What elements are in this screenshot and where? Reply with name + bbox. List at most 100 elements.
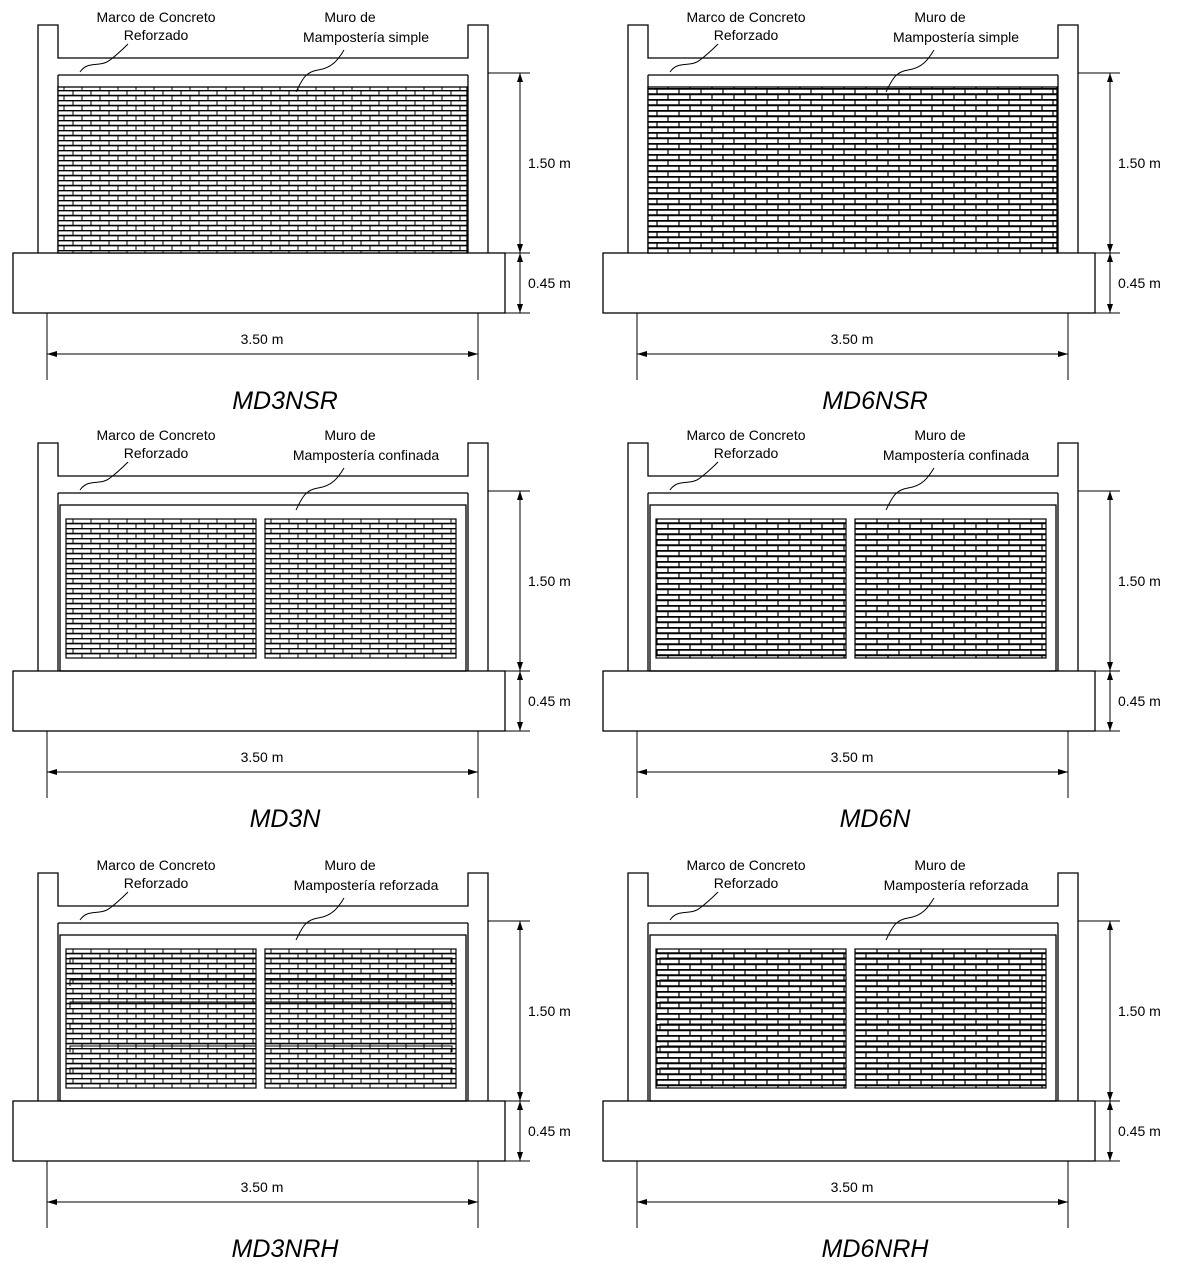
frame-label-line1: Marco de Concreto (96, 857, 215, 873)
dimension-height-base: 0.45 m (528, 275, 571, 291)
frame-label-line2: Reforzado (714, 27, 779, 43)
arrow-head-up (517, 1101, 523, 1110)
arrow-head-up (517, 671, 523, 680)
wall-label-line1: Muro de (324, 427, 376, 443)
arrow-head-up (517, 921, 523, 930)
horizontal-reinforcement-bar (659, 1045, 1043, 1052)
horizontal-reinforcement-bar (69, 1067, 453, 1074)
confining-frame (649, 934, 1057, 1102)
wall-label-line1: Muro de (914, 427, 966, 443)
foundation-beam (602, 1100, 1096, 1162)
masonry-panel-right (854, 948, 1047, 1089)
frame-label-line2: Reforzado (714, 875, 779, 891)
horizontal-reinforcement-bar (69, 979, 453, 986)
arrow-head-up (1107, 1101, 1113, 1110)
arrow-head-up (1107, 491, 1113, 500)
wall-panel-md3n: Marco de Concreto Reforzado Muro de Mampost… (12, 427, 571, 833)
arrow-head-right (1058, 769, 1068, 775)
masonry-panel-right (264, 518, 457, 659)
arrow-head-down (1107, 722, 1113, 731)
frame-label-leader (79, 891, 129, 921)
panel-title: MD3NRH (232, 1235, 340, 1263)
arrow-head-up (517, 491, 523, 500)
wall-label-leader (295, 897, 345, 941)
frame-label-line2: Reforzado (124, 875, 189, 891)
dimension-height-base: 0.45 m (1118, 693, 1161, 709)
dimension-width: 3.50 m (241, 331, 284, 347)
concrete-frame (627, 24, 1079, 253)
arrow-head-up (517, 73, 523, 82)
concrete-frame (627, 872, 1079, 1101)
panel-title: MD6N (840, 805, 912, 833)
foundation-beam (602, 670, 1096, 732)
dimension-height-base: 0.45 m (1118, 1123, 1161, 1139)
panel-title: MD3NSR (232, 387, 338, 415)
horizontal-reinforcement-bar (69, 1001, 453, 1008)
frame-label-leader (669, 891, 719, 921)
arrow-head-right (468, 351, 478, 357)
wall-label-leader (885, 49, 935, 93)
confining-frame (59, 934, 467, 1102)
dimension-width: 3.50 m (241, 1179, 284, 1195)
wall-panel-md6nrh: Marco de Concreto Reforzado Muro de Mampost… (602, 857, 1161, 1263)
arrow-head-down (517, 1092, 523, 1101)
frame-label-line1: Marco de Concreto (686, 9, 805, 25)
arrow-head-down (1107, 662, 1113, 671)
confining-frame (59, 504, 467, 672)
arrow-head-right (468, 1199, 478, 1205)
arrow-head-up (1107, 253, 1113, 262)
arrow-head-right (468, 769, 478, 775)
dimension-height-base: 0.45 m (528, 1123, 571, 1139)
horizontal-reinforcement-bar (659, 957, 1043, 964)
arrow-head-left (47, 769, 57, 775)
wall-panel-md6n: Marco de Concreto Reforzado Muro de Mampost… (602, 427, 1161, 833)
arrow-head-down (517, 1152, 523, 1161)
foundation-beam (602, 252, 1096, 314)
horizontal-reinforcement-bar (659, 1067, 1043, 1074)
frame-label-line2: Reforzado (124, 27, 189, 43)
masonry-panel-left (655, 518, 847, 659)
dimension-height-upper: 1.50 m (1118, 1003, 1161, 1019)
dimension-width: 3.50 m (831, 331, 874, 347)
horizontal-reinforcement-bar (69, 1045, 453, 1052)
wall-label-leader (295, 49, 345, 93)
wall-panel-md3nrh: Marco de Concreto Reforzado Muro de Mampost… (12, 857, 571, 1263)
masonry-panel-left (65, 948, 257, 1089)
horizontal-reinforcement-bar (659, 1023, 1043, 1030)
horizontal-reinforcement-bar (69, 957, 453, 964)
arrow-head-down (517, 662, 523, 671)
arrow-head-left (637, 769, 647, 775)
frame-label-leader (669, 461, 719, 491)
horizontal-reinforcement-bar (659, 979, 1043, 986)
dimension-height-upper: 1.50 m (528, 573, 571, 589)
horizontal-reinforcement-bar (659, 1001, 1043, 1008)
foundation-beam (12, 1100, 506, 1162)
wall-label-leader (885, 897, 935, 941)
arrow-head-down (517, 244, 523, 253)
frame-label-leader (79, 461, 129, 491)
wall-label-line1: Muro de (914, 9, 966, 25)
arrow-head-up (1107, 73, 1113, 82)
concrete-frame (37, 442, 489, 671)
wall-label-line2: Mampostería simple (893, 29, 1019, 45)
frame-label-line2: Reforzado (714, 445, 779, 461)
arrow-head-down (1107, 244, 1113, 253)
wall-panel-md6nsr: Marco de Concreto Reforzado Muro de Mampost… (602, 9, 1161, 415)
dimension-width: 3.50 m (831, 749, 874, 765)
arrow-head-left (637, 351, 647, 357)
masonry-panel-left (65, 518, 257, 659)
arrow-head-up (1107, 671, 1113, 680)
panel-title: MD6NSR (822, 387, 928, 415)
wall-label-line1: Muro de (324, 857, 376, 873)
arrow-head-up (1107, 921, 1113, 930)
frame-label-line1: Marco de Concreto (686, 427, 805, 443)
foundation-beam (12, 670, 506, 732)
arrow-head-left (47, 351, 57, 357)
panel-title: MD3N (250, 805, 322, 833)
concrete-frame (37, 24, 489, 253)
foundation-beam (12, 252, 506, 314)
arrow-head-down (517, 304, 523, 313)
concrete-frame (37, 872, 489, 1101)
masonry-panel-right (264, 948, 457, 1089)
